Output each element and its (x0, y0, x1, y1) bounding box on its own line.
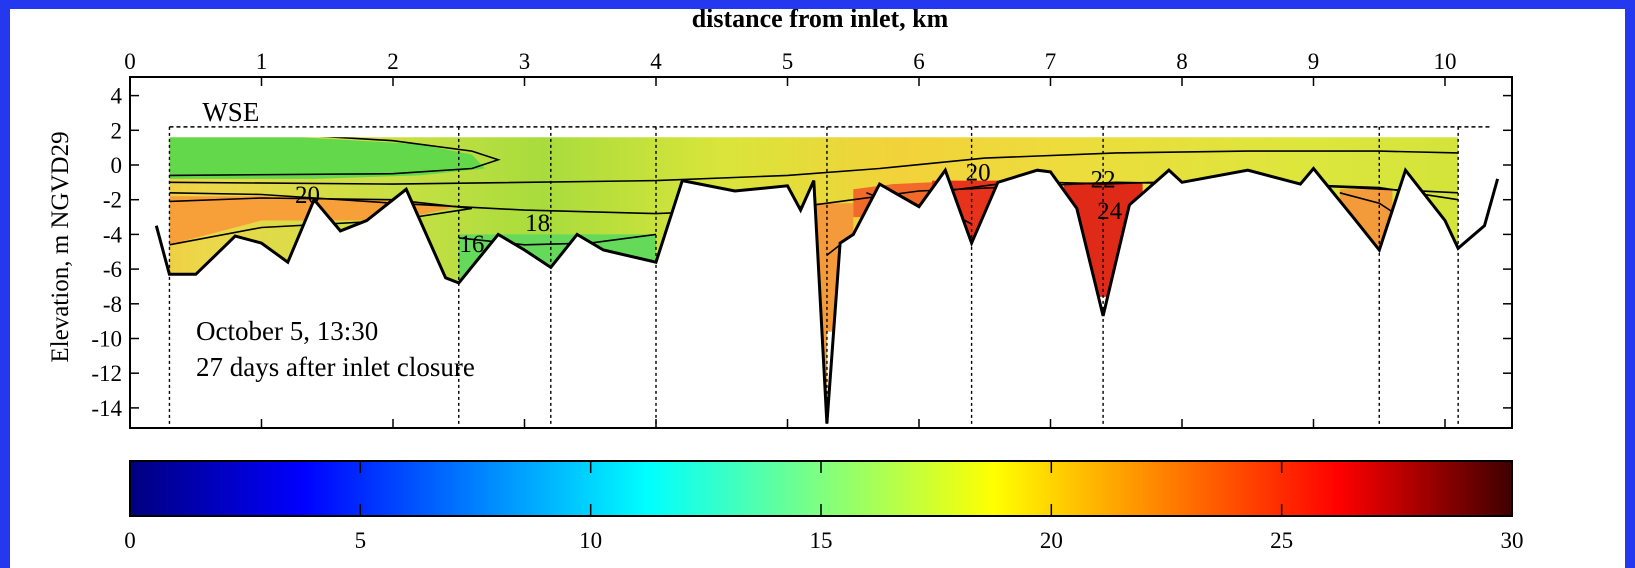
figure-frame: distance from inlet, km 0 1 2 3 4 5 6 7 8 9 10 Ele… (10, 9, 1625, 568)
contour-line (169, 197, 473, 246)
y-tick-label: -8 (103, 292, 122, 317)
y-tick-label: 0 (111, 153, 123, 178)
contour-line (169, 137, 501, 177)
profile-stations (168, 126, 1459, 426)
x-tick-labels: 0 1 2 3 4 5 6 7 8 9 10 (124, 49, 1456, 74)
y-tick-label: -14 (91, 396, 122, 421)
x-tick-label: 6 (913, 49, 925, 74)
contour-label: 24 (1097, 198, 1123, 225)
y-tick-label: -2 (103, 188, 122, 213)
x-tick-label: 9 (1308, 49, 1320, 74)
colorbar-tick-label: 25 (1270, 528, 1293, 553)
x-axis-title: distance from inlet, km (692, 9, 949, 33)
y-tick-label: -6 (103, 257, 122, 282)
y-tick-label: -12 (91, 361, 122, 386)
axis-tick-marks (129, 77, 1512, 428)
x-tick-label: 1 (256, 49, 268, 74)
contour-line (169, 150, 1459, 185)
colorbar-tick-label: 30 (1501, 528, 1524, 553)
y-tick-label: 4 (111, 84, 123, 109)
colorbar-tick-label: 20 (1040, 528, 1063, 553)
closure-annotation: 27 days after inlet closure (196, 352, 475, 382)
date-annotation: October 5, 13:30 (196, 316, 378, 346)
x-tick-label: 4 (650, 49, 662, 74)
y-tick-label: 2 (111, 118, 123, 143)
contour-label: 20 (966, 160, 991, 187)
colorbar-tick-label: 10 (579, 528, 602, 553)
x-tick-label: 10 (1434, 49, 1457, 74)
contour-label: 22 (1091, 167, 1116, 194)
contour-label: 20 (295, 182, 320, 209)
x-tick-label: 3 (519, 49, 531, 74)
colorbar-tick-label: 0 (124, 528, 136, 553)
colorbar-tick-label: 15 (810, 528, 833, 553)
x-tick-label: 7 (1045, 49, 1057, 74)
plot-frame (129, 76, 1513, 429)
bed-profile-line (154, 166, 1500, 424)
water-surface-label: WSE (202, 97, 259, 127)
y-tick-label: -4 (103, 222, 123, 247)
colorbar-ticks: 0 5 10 15 20 25 30 (124, 461, 1524, 553)
contour-label: 18 (525, 210, 550, 237)
y-tick-labels: 4 2 0 -2 -4 -6 -8 -10 -12 -14 (91, 84, 122, 421)
colorbar-tick-label: 5 (355, 528, 367, 553)
x-tick-label: 2 (387, 49, 399, 74)
y-axis-title: Elevation, m NGVD29 (47, 131, 74, 362)
contour-label: 16 (459, 231, 484, 258)
x-tick-label: 0 (124, 49, 136, 74)
salinity-profile-chart: distance from inlet, km 0 1 2 3 4 5 6 7 8 9 10 Ele… (47, 9, 1524, 553)
salinity-zone (1339, 189, 1393, 252)
y-tick-label: -10 (91, 327, 122, 352)
contour-labels: 20 16 18 20 22 24 (295, 160, 1123, 258)
x-tick-label: 5 (782, 49, 794, 74)
salinity-zone (169, 137, 486, 179)
x-tick-label: 8 (1176, 49, 1188, 74)
